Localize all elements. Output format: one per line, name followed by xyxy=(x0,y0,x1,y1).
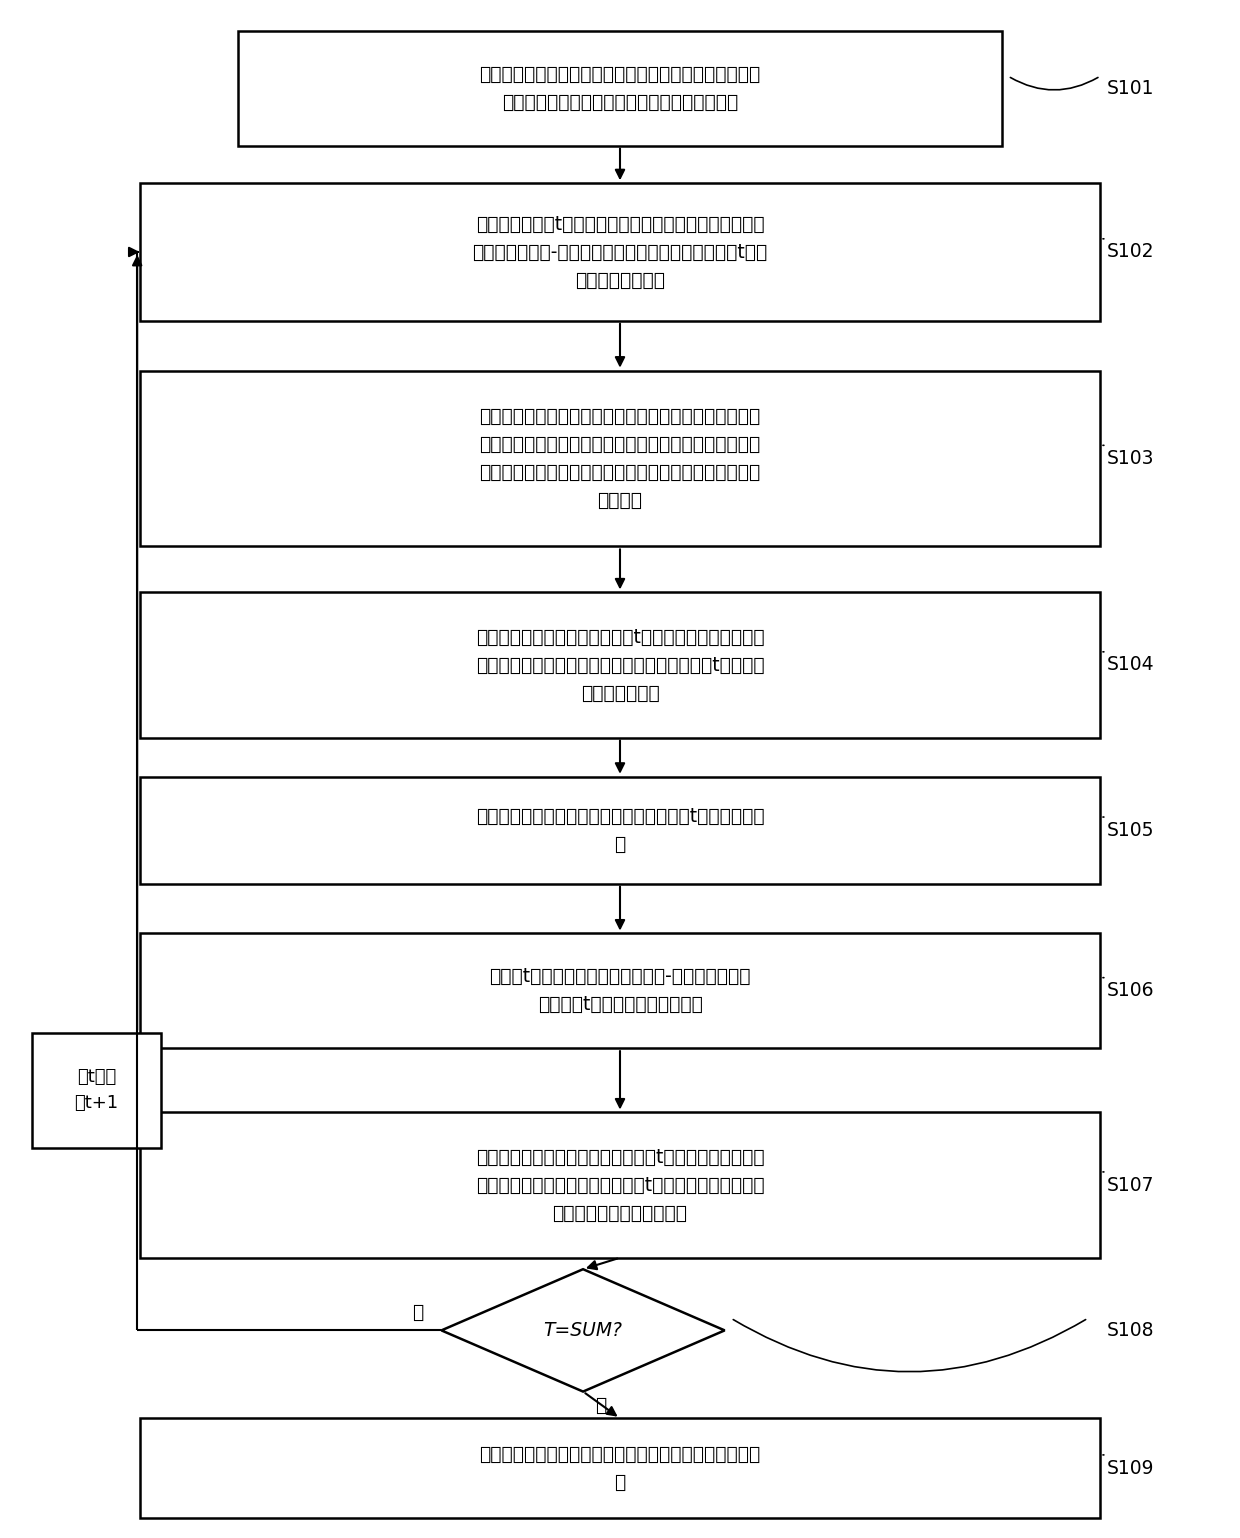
Bar xyxy=(140,592,1100,738)
Text: 是: 是 xyxy=(595,1395,606,1415)
Text: S108: S108 xyxy=(1106,1321,1154,1340)
Text: 根据目标滑坡的历史滑带完整性指标数据确定目标滑坡的
滑带完整性指标值范围和滑带完整性指标初始值: 根据目标滑坡的历史滑带完整性指标数据确定目标滑坡的 滑带完整性指标值范围和滑带完… xyxy=(480,65,760,112)
Text: S107: S107 xyxy=(1106,1175,1154,1195)
Bar xyxy=(140,1418,1100,1518)
Text: 否: 否 xyxy=(412,1303,423,1321)
Bar xyxy=(140,777,1100,884)
Text: 根据所述滑块的滑动面类型和第t个月的滑带完整性指标，
采用滑带抗剪强度动态变化指标公式计算得到第t个月的粘
聚力和内摩擦角: 根据所述滑块的滑动面类型和第t个月的滑带完整性指标， 采用滑带抗剪强度动态变化指… xyxy=(476,628,764,703)
Bar xyxy=(238,31,1002,146)
Text: S102: S102 xyxy=(1106,243,1154,261)
Text: 结束滑坡位移预测程序，得到各个月的最优累积位移预测
值: 结束滑坡位移预测程序，得到各个月的最优累积位移预测 值 xyxy=(480,1444,760,1492)
Text: S109: S109 xyxy=(1106,1458,1154,1478)
Bar xyxy=(140,371,1100,546)
Bar xyxy=(32,1034,161,1147)
Text: S103: S103 xyxy=(1106,449,1154,468)
Polygon shape xyxy=(441,1269,724,1392)
Text: 根据所述滑带完整性指标值范围和第t个月的滑带完整性指
标，采用粒子滤波算法计算获得第t个月的最优滑带完整性
指标和最优累积位移预测值: 根据所述滑带完整性指标值范围和第t个月的滑带完整性指 标，采用粒子滤波算法计算获… xyxy=(476,1147,764,1223)
Text: 将t更新
为t+1: 将t更新 为t+1 xyxy=(74,1067,119,1112)
Text: T=SUM?: T=SUM? xyxy=(543,1321,622,1340)
Text: S101: S101 xyxy=(1106,78,1154,98)
Text: S105: S105 xyxy=(1106,821,1154,840)
Bar xyxy=(140,183,1100,321)
Text: 获取目标滑坡第t个月的月降雨量和库水位月下降值，并根
据外界影响因素-滑带完整性指标回归模型计算得到第t个月
的滑带完整性指标: 获取目标滑坡第t个月的月降雨量和库水位月下降值，并根 据外界影响因素-滑带完整性… xyxy=(472,214,768,289)
Text: 根据第t个月的剩余推力，采用推力-位移回归模型计
算得到第t个月的滑坡累计位移值: 根据第t个月的剩余推力，采用推力-位移回归模型计 算得到第t个月的滑坡累计位移值 xyxy=(490,967,750,1014)
Text: S104: S104 xyxy=(1106,655,1154,675)
Text: S106: S106 xyxy=(1106,981,1154,1000)
Text: 采用条分法将目标滑坡条分为多个滑块，并根据布西尼斯
克方程计算目标滑坡浸润线的位置，进而根据监测点所在
的滑块与滑坡浸润线的相对位置确定监测点所在滑块的滑
动面: 采用条分法将目标滑坡条分为多个滑块，并根据布西尼斯 克方程计算目标滑坡浸润线的位… xyxy=(480,408,760,511)
Text: 采用剩余推力法计算得到监测点所在滑块第t个月的内部推
力: 采用剩余推力法计算得到监测点所在滑块第t个月的内部推 力 xyxy=(476,807,764,854)
Bar xyxy=(140,934,1100,1049)
Bar xyxy=(140,1112,1100,1258)
